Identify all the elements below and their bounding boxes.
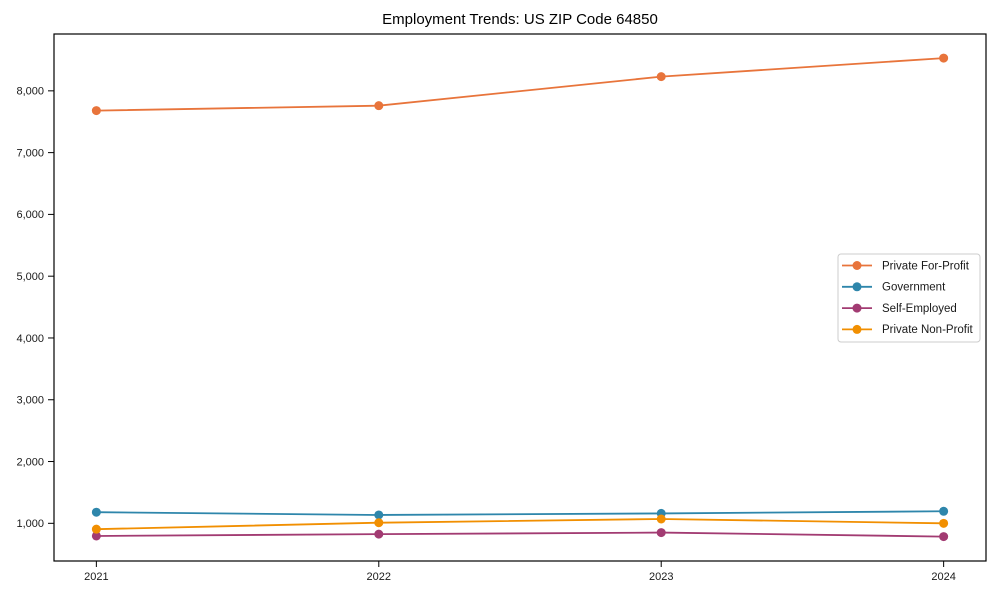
legend-marker-self-employed	[852, 303, 862, 313]
data-point-private-non-profit-2021	[91, 524, 101, 534]
legend-entry-government: Government	[842, 282, 946, 294]
legend-label: Self-Employed	[882, 303, 957, 315]
x-tick-label: 2021	[84, 571, 108, 583]
legend-marker-government	[852, 282, 862, 292]
chart-title: Employment Trends: US ZIP Code 64850	[382, 11, 658, 28]
y-tick-label: 2,000	[16, 456, 44, 468]
y-tick-label: 1,000	[16, 518, 44, 530]
legend-entry-private-for-profit: Private For-Profit	[842, 260, 970, 272]
series-line-government	[96, 510, 944, 516]
y-tick-label: 4,000	[16, 333, 44, 345]
y-tick-label: 3,000	[16, 395, 44, 407]
series-line-private-for-profit	[96, 57, 944, 112]
y-tick-label: 7,000	[16, 147, 44, 159]
data-point-private-for-profit-2024	[939, 53, 949, 63]
data-point-self-employed-2022	[374, 529, 384, 539]
legend-entry-private-non-profit: Private Non-Profit	[842, 324, 974, 336]
legend-marker-private-for-profit	[852, 261, 862, 270]
x-tick-label: 2024	[931, 571, 955, 583]
legend-label: Private Non-Profit	[882, 324, 974, 336]
legend: Private For-Profit Government Self-Employe…	[837, 253, 981, 343]
data-point-private-non-profit-2024	[939, 518, 949, 528]
plot-area: 1,000 2,000 3,000 4,000 5,000 6,000 7,000 8,000…	[16, 33, 987, 583]
data-point-self-employed-2024	[939, 532, 949, 542]
legend-marker-private-non-profit	[852, 324, 862, 334]
x-tick-label: 2023	[649, 571, 673, 583]
data-point-self-employed-2021	[91, 531, 101, 541]
legend-box	[837, 253, 981, 343]
plot-border	[53, 33, 987, 562]
series-line-private-non-profit	[96, 518, 944, 531]
legend-label: Government	[882, 282, 946, 294]
y-tick-label: 8,000	[16, 86, 44, 98]
legend-entry-self-employed: Self-Employed	[842, 303, 957, 315]
series-line-self-employed	[96, 531, 944, 538]
data-point-private-non-profit-2022	[374, 518, 384, 528]
data-point-self-employed-2023	[656, 528, 666, 538]
data-point-government-2024	[939, 506, 949, 516]
data-point-government-2021	[91, 507, 101, 517]
legend-label: Private For-Profit	[882, 260, 970, 272]
data-point-government-2022	[374, 510, 384, 520]
data-point-private-for-profit-2022	[374, 101, 384, 111]
x-tick-label: 2022	[367, 571, 391, 583]
data-point-private-non-profit-2023	[656, 514, 666, 524]
y-tick-label: 5,000	[16, 271, 44, 283]
data-point-private-for-profit-2021	[91, 106, 101, 116]
data-point-private-for-profit-2023	[656, 72, 666, 82]
y-tick-label: 6,000	[16, 209, 44, 221]
